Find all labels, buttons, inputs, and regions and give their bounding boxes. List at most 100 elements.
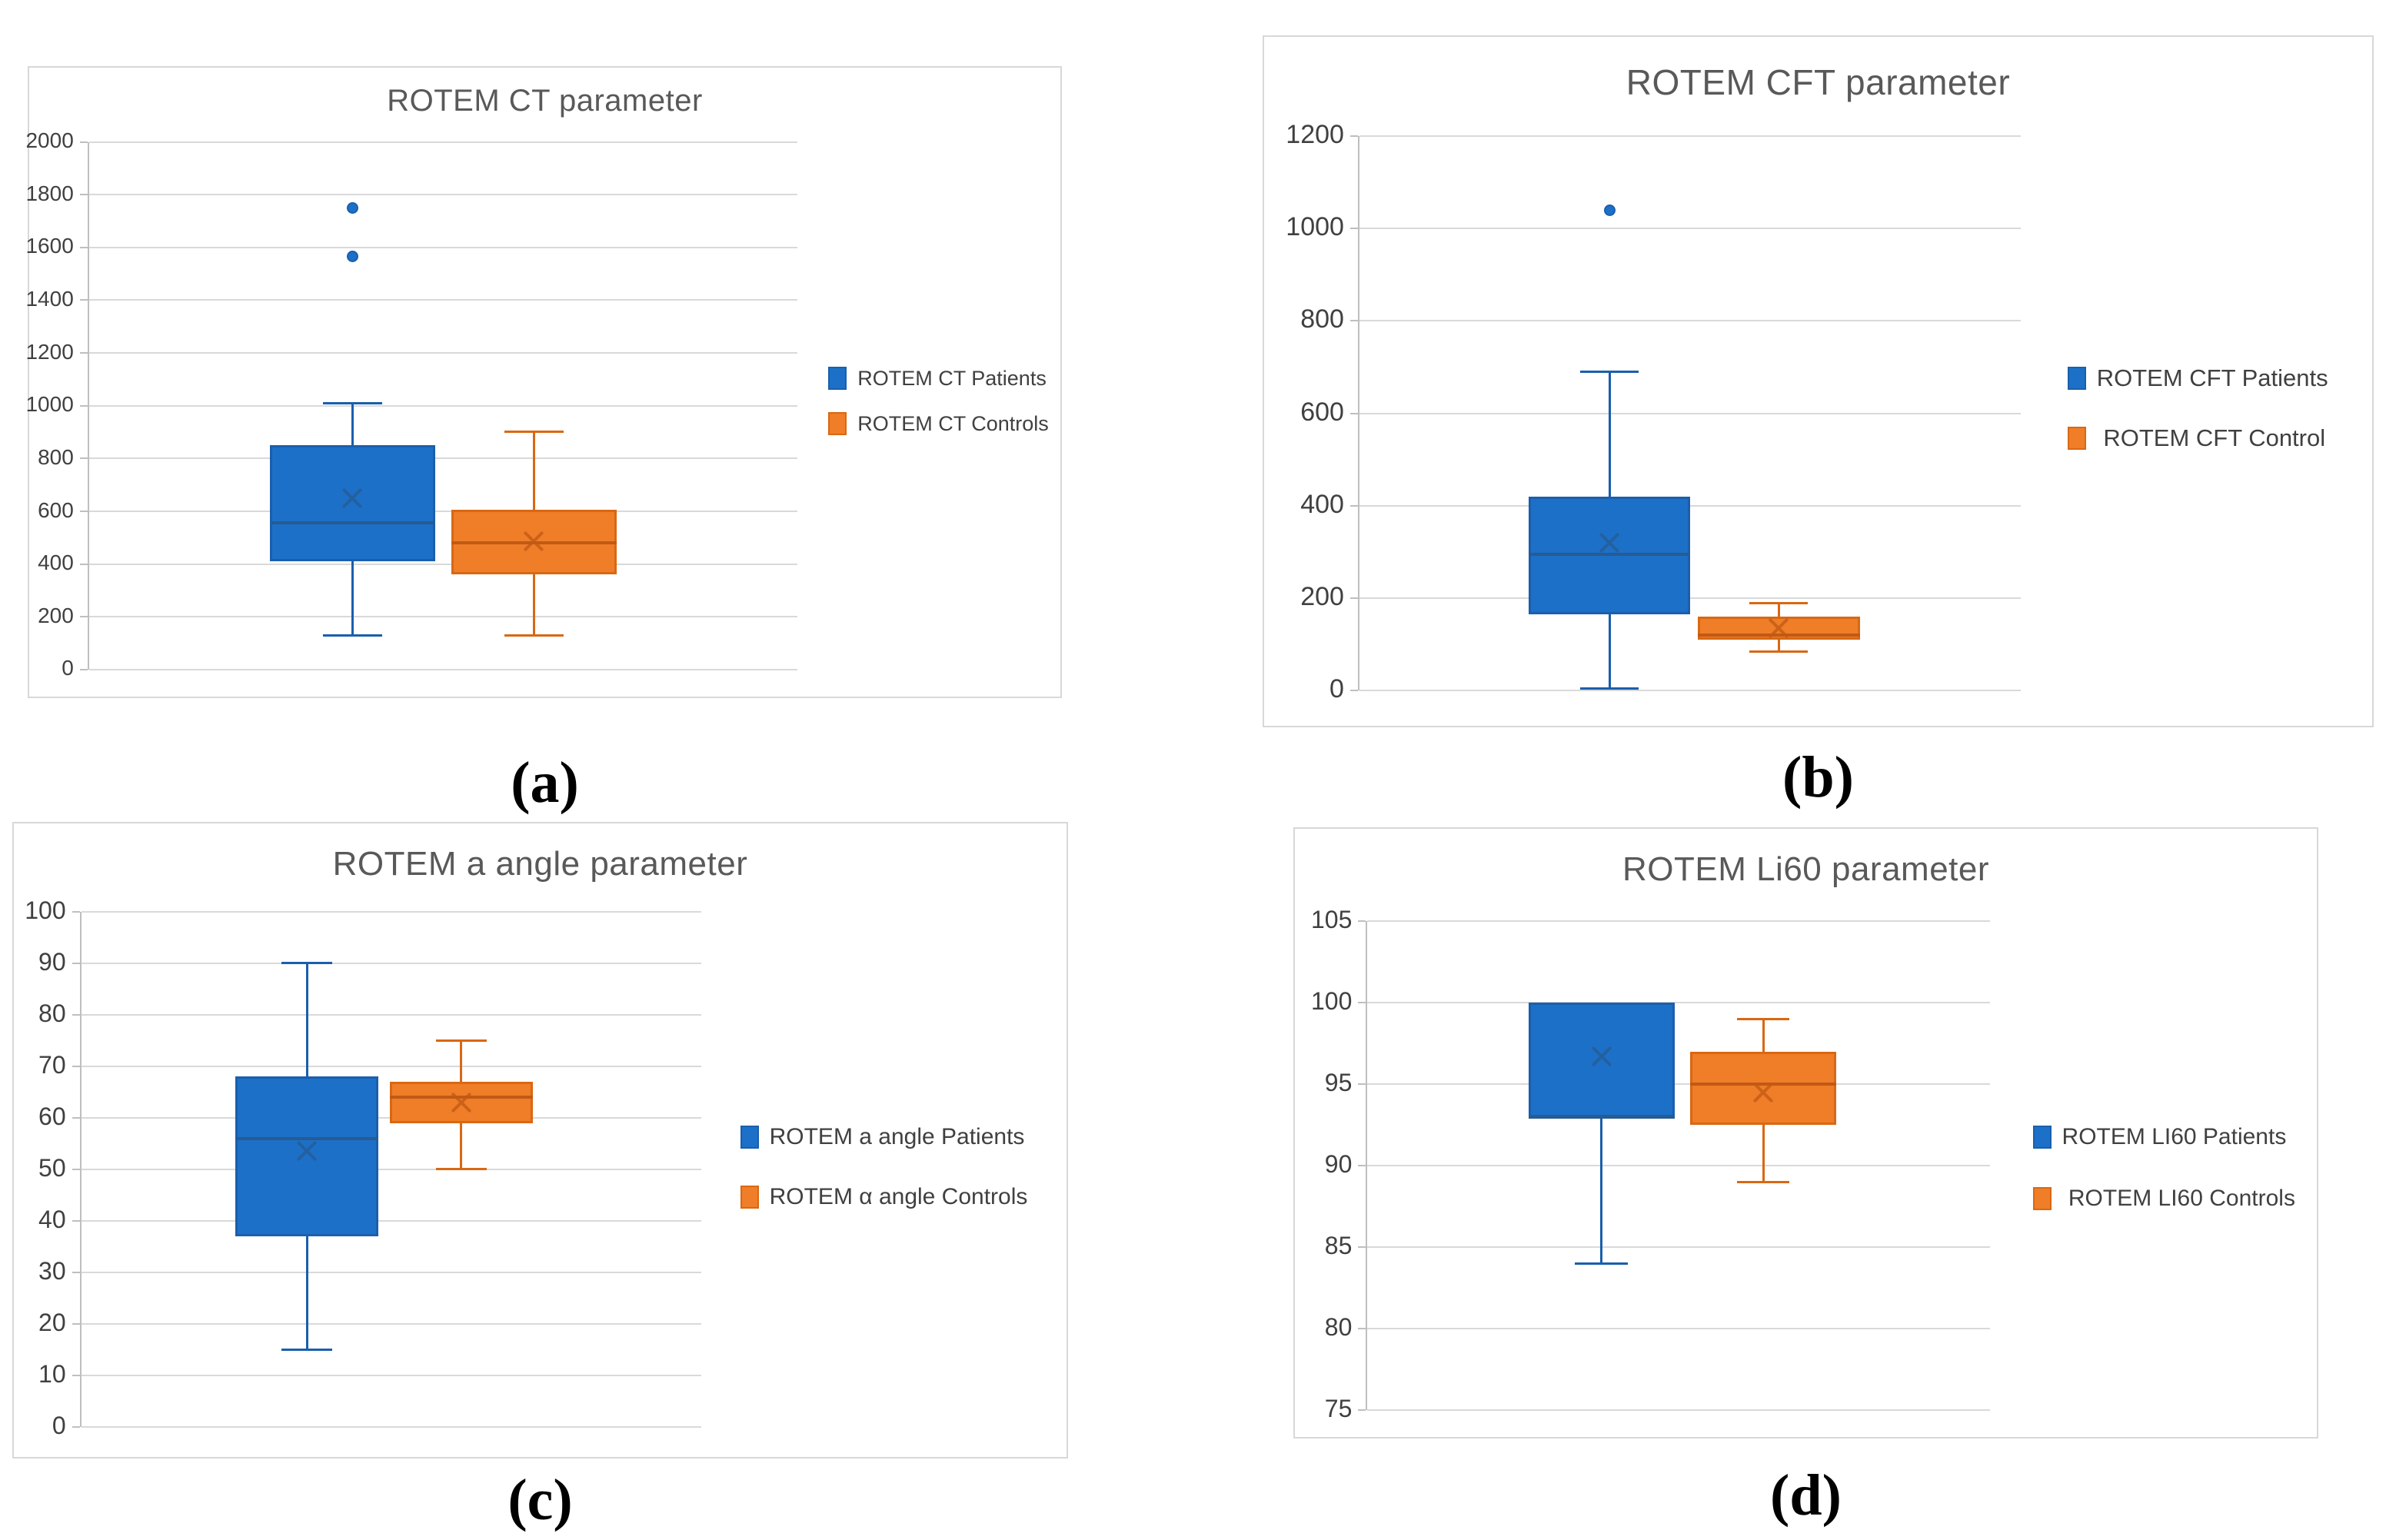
panel-label-a: (a) bbox=[511, 750, 579, 815]
outlier-point-patients bbox=[346, 201, 358, 214]
legend-label: ROTEM CFT Control bbox=[2096, 424, 2326, 451]
y-axis-tick bbox=[79, 404, 88, 407]
legend: ROTEM CT Patients ROTEM CT Controls bbox=[828, 367, 1049, 436]
whisker-upper-patients bbox=[305, 963, 308, 1077]
y-axis-tick bbox=[72, 1065, 80, 1067]
whisker-lower-patients bbox=[1600, 1116, 1603, 1264]
y-axis-tick bbox=[79, 668, 88, 670]
y-tick-label: 200 bbox=[38, 603, 74, 627]
y-axis-tick bbox=[72, 910, 80, 913]
whisker-lower-controls bbox=[460, 1123, 463, 1169]
whisker-lower-controls bbox=[1762, 1125, 1765, 1182]
y-axis-tick bbox=[1358, 1165, 1366, 1167]
legend-label: ROTEM α angle Controls bbox=[769, 1184, 1028, 1210]
y-axis-tick bbox=[72, 1013, 80, 1016]
gridline bbox=[88, 352, 798, 354]
y-axis-tick bbox=[79, 510, 88, 512]
gridline bbox=[88, 563, 798, 565]
gridline bbox=[1367, 1409, 1990, 1412]
mean-marker-controls bbox=[448, 1089, 474, 1116]
mean-marker-patients bbox=[1589, 1043, 1615, 1069]
y-axis-tick bbox=[72, 1116, 80, 1119]
gridline bbox=[88, 668, 798, 670]
median-line-patients bbox=[270, 521, 435, 525]
y-axis-tick bbox=[79, 616, 88, 618]
whisker-upper-controls bbox=[460, 1040, 463, 1082]
y-tick-label: 40 bbox=[38, 1206, 66, 1234]
y-tick-label: 75 bbox=[1324, 1395, 1353, 1423]
whisker-lower-controls bbox=[532, 574, 535, 636]
legend-swatch-patients bbox=[740, 1126, 759, 1149]
chart-title: ROTEM CFT parameter bbox=[1626, 62, 2011, 103]
y-axis-tick bbox=[79, 141, 88, 143]
legend-label: ROTEM LI60 Controls bbox=[2062, 1185, 2295, 1211]
y-tick-label: 1200 bbox=[1286, 119, 1344, 149]
y-axis-tick bbox=[1349, 597, 1358, 600]
median-line-patients bbox=[1528, 1115, 1675, 1119]
y-tick-label: 1200 bbox=[25, 339, 74, 364]
y-tick-label: 200 bbox=[1300, 582, 1344, 611]
y-tick-label: 800 bbox=[38, 444, 74, 469]
median-line-controls bbox=[1690, 1083, 1837, 1086]
panel-label-d: (d) bbox=[1770, 1463, 1842, 1528]
outlier-point-patients bbox=[1603, 204, 1616, 216]
outlier-point-patients bbox=[346, 251, 358, 263]
legend-label: ROTEM LI60 Patients bbox=[2062, 1123, 2287, 1149]
whisker-cap-upper-controls bbox=[1736, 1017, 1790, 1020]
legend-item: ROTEM LI60 Patients bbox=[2032, 1123, 2295, 1150]
gridline bbox=[81, 1065, 701, 1067]
median-line-controls bbox=[1697, 634, 1860, 637]
mean-marker-patients bbox=[339, 485, 365, 511]
y-axis-tick bbox=[1358, 1328, 1366, 1330]
median-line-patients bbox=[1528, 552, 1691, 556]
y-axis-tick bbox=[1349, 690, 1358, 692]
panel-label-c: (c) bbox=[507, 1468, 573, 1532]
y-axis-line bbox=[1357, 136, 1359, 691]
legend-item: ROTEM CFT Patients bbox=[2067, 364, 2328, 392]
chart-title: ROTEM Li60 parameter bbox=[1622, 850, 1990, 889]
chart-panel-d: ROTEM Li60 parameter 75 80 85 90 95 100 105 ROTE… bbox=[1293, 827, 2318, 1439]
gridline bbox=[81, 1168, 701, 1170]
mean-marker-controls bbox=[521, 528, 547, 554]
chart-panel-c: ROTEM a angle parameter 0 10 20 30 40 50 60 70 80… bbox=[12, 822, 1068, 1459]
y-axis-tick bbox=[72, 1272, 80, 1274]
y-axis-tick bbox=[72, 1426, 80, 1429]
whisker-cap-upper-patients bbox=[1580, 371, 1639, 374]
gridline bbox=[81, 1426, 701, 1429]
y-axis-tick bbox=[79, 246, 88, 248]
legend: ROTEM CFT Patients ROTEM CFT Control bbox=[2067, 364, 2328, 452]
y-axis-tick bbox=[79, 299, 88, 301]
whisker-upper-controls bbox=[1762, 1019, 1765, 1052]
chart-panel-a: ROTEM CT parameter 0 200 400 600 800 1000 1200 1… bbox=[25, 66, 1062, 698]
whisker-cap-upper-controls bbox=[504, 431, 564, 434]
y-tick-label: 2000 bbox=[25, 128, 74, 153]
whisker-cap-lower-controls bbox=[504, 634, 564, 637]
y-axis-tick bbox=[79, 457, 88, 460]
legend-item: ROTEM α angle Controls bbox=[740, 1184, 1028, 1210]
legend: ROTEM LI60 Patients ROTEM LI60 Controls bbox=[2032, 1123, 2295, 1212]
whisker-lower-controls bbox=[1777, 640, 1780, 652]
whisker-lower-patients bbox=[351, 561, 354, 636]
y-tick-label: 1000 bbox=[25, 392, 74, 417]
whisker-cap-upper-patients bbox=[281, 962, 333, 965]
y-tick-label: 80 bbox=[1324, 1313, 1353, 1342]
y-tick-label: 0 bbox=[62, 656, 74, 680]
y-tick-label: 60 bbox=[38, 1102, 66, 1130]
gridline bbox=[88, 457, 798, 460]
y-tick-label: 1600 bbox=[25, 234, 74, 258]
legend-item: ROTEM LI60 Controls bbox=[2032, 1185, 2295, 1212]
y-axis-line bbox=[1366, 921, 1368, 1411]
y-tick-label: 90 bbox=[38, 947, 66, 976]
gridline bbox=[81, 1272, 701, 1274]
legend: ROTEM a angle Patients ROTEM α angle Cont… bbox=[740, 1124, 1028, 1210]
y-tick-label: 30 bbox=[38, 1257, 66, 1286]
y-tick-label: 100 bbox=[1310, 987, 1353, 1016]
y-axis-tick bbox=[72, 1219, 80, 1222]
y-axis-tick bbox=[72, 1168, 80, 1170]
y-tick-label: 80 bbox=[38, 999, 66, 1027]
gridline bbox=[88, 194, 798, 196]
legend-swatch-controls bbox=[828, 412, 847, 436]
gridline bbox=[88, 246, 798, 248]
legend-swatch-controls bbox=[2032, 1186, 2052, 1210]
